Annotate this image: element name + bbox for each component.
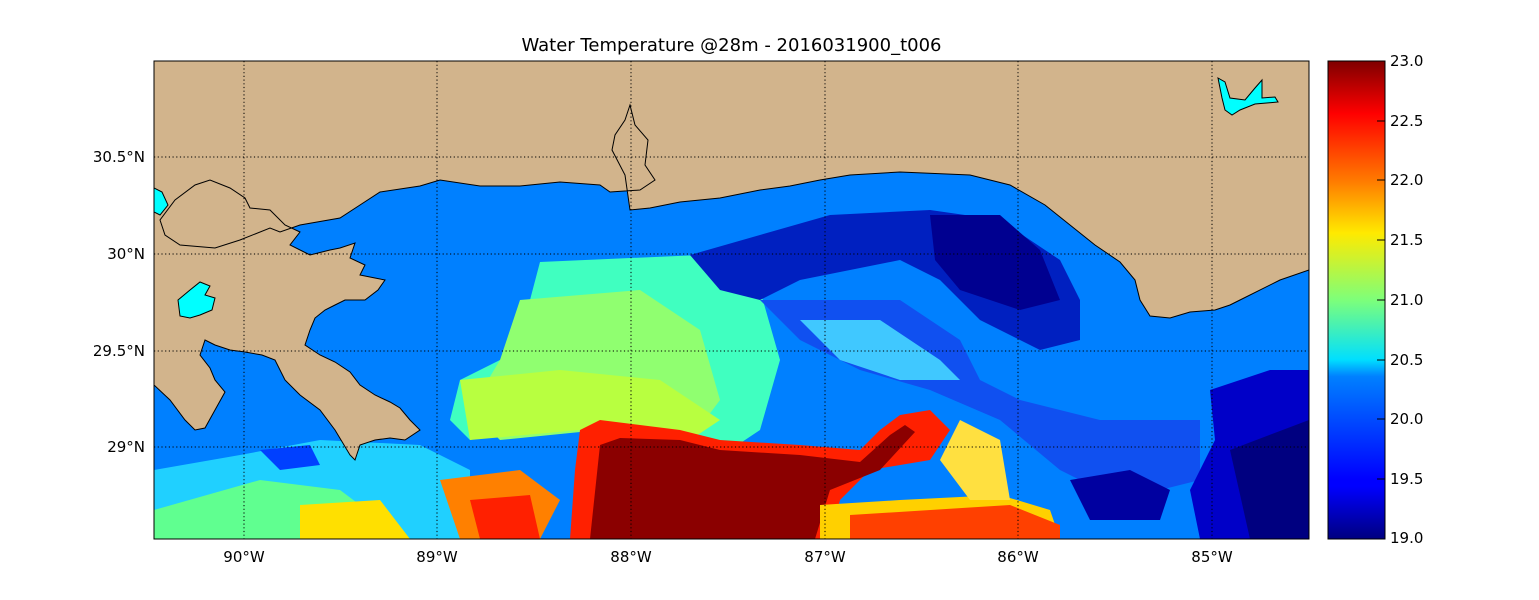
colorbar-ticks	[1377, 60, 1385, 540]
colorbar-tick-label: 19.0	[1390, 529, 1424, 547]
colorbar-tick-label: 20.5	[1390, 351, 1424, 369]
map-area	[154, 61, 1309, 539]
colorbar-tick-label: 21.5	[1390, 231, 1424, 249]
colorbar	[1327, 60, 1386, 540]
x-tick-label: 89°W	[416, 548, 458, 566]
lake-pontchartrain	[177, 281, 216, 319]
y-tick-label: 30°N	[107, 245, 145, 263]
chart-title: Water Temperature @28m - 2016031900_t006	[521, 35, 942, 56]
temperature-field	[154, 210, 1309, 539]
colorbar-tick-label: 20.0	[1390, 410, 1424, 428]
x-tick-label: 90°W	[223, 548, 265, 566]
map-frame	[153, 60, 1310, 540]
y-tick-label: 29°N	[107, 438, 145, 456]
y-tick-label: 29.5°N	[92, 342, 145, 360]
colorbar-tick-label: 23.0	[1390, 52, 1424, 70]
y-tick-label: 30.5°N	[92, 148, 145, 166]
colorbar-tick-label: 21.0	[1390, 291, 1424, 309]
lake-northeast	[1217, 77, 1279, 116]
colorbar-tick-label: 22.5	[1390, 112, 1424, 130]
gridlines	[154, 61, 1309, 539]
x-tick-label: 86°W	[997, 548, 1039, 566]
colorbar-tick-label: 19.5	[1390, 470, 1424, 488]
colorbar-tick-label: 22.0	[1390, 171, 1424, 189]
x-tick-label: 87°W	[804, 548, 846, 566]
lake-west	[154, 187, 169, 216]
land-north	[154, 61, 1309, 461]
x-tick-label: 85°W	[1191, 548, 1233, 566]
x-tick-label: 88°W	[610, 548, 652, 566]
